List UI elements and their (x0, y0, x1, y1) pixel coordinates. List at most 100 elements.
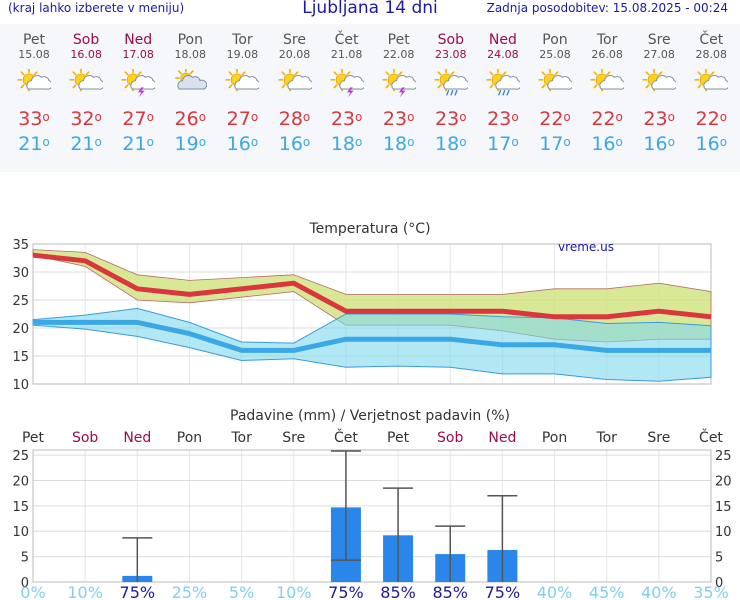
day-name: Pet (22, 32, 46, 48)
probability-label: 10% (276, 583, 312, 600)
last-updated: Zadnja posodobitev: 15.08.2025 - 00:24 (486, 1, 728, 15)
sun-cloud-icon (17, 69, 51, 92)
day-name: Tor (232, 32, 253, 48)
sun-cloud-icon (538, 69, 572, 92)
max-temperature: 23o (435, 108, 467, 130)
sun-cloud-icon (642, 69, 677, 92)
min-temperature: 18o (330, 133, 363, 155)
day-name: Ned (124, 32, 153, 48)
page-title: Ljubljana 14 dni (302, 0, 438, 18)
max-temperature: 27o (226, 108, 259, 130)
y-tick-label: 20 (12, 474, 29, 489)
day-label: Sre (647, 430, 670, 446)
y-tick-label-right: 15 (715, 500, 732, 515)
day-date: 24.08 (487, 48, 519, 61)
probability-label: 40% (641, 583, 677, 600)
day-label: Ned (488, 430, 516, 446)
day-column: Tor 26.08 22o 16o (581, 24, 633, 157)
day-name: Tor (596, 32, 618, 48)
probability-label: 75% (485, 583, 521, 600)
day-label: Sre (282, 430, 305, 446)
day-column: Sre 27.08 23o 16o (633, 24, 685, 157)
rain-sun-icon (486, 69, 520, 96)
probability-label: 75% (328, 583, 364, 600)
day-name: Sre (647, 32, 671, 48)
min-temperature: 17o (487, 133, 519, 155)
day-label: Tor (230, 430, 252, 446)
probability-label: 75% (120, 583, 156, 600)
y-tick-label: 15 (12, 350, 29, 365)
y-tick-label: 25 (12, 294, 29, 309)
min-temperature: 16o (226, 133, 259, 155)
max-temperature-line (32, 252, 712, 320)
probability-label: 10% (67, 583, 103, 600)
day-name: Ned (488, 32, 517, 48)
y-tick-label-right: 20 (715, 474, 732, 489)
precipitation-chart: Padavine (mm) / Verjetnost padavin (%) Pe… (12, 408, 732, 600)
max-temperature: 27o (122, 108, 154, 130)
day-date: 20.08 (278, 48, 311, 61)
day-label: Tor (595, 430, 617, 446)
max-temperature: 33o (18, 108, 50, 130)
min-temperature: 17o (539, 133, 571, 155)
day-name: Pet (387, 32, 410, 48)
location-hint: (kraj lahko izberete v meniju) (8, 1, 185, 15)
probability-label: 25% (172, 583, 208, 600)
day-date: 23.08 (435, 48, 467, 61)
y-tick-label: 20 (12, 322, 29, 337)
rain-sun-icon (434, 69, 468, 96)
watermark: vreme.us (558, 240, 614, 254)
y-tick-label-right: 0 (715, 576, 723, 591)
sun-cloud-icon (694, 69, 729, 92)
day-column: Sre 20.08 28o 16o (269, 24, 321, 157)
max-temperature: 22o (591, 108, 623, 130)
probability-label: 5% (229, 583, 254, 600)
min-uncertainty-band (32, 307, 712, 382)
day-column: Pet 22.08 23o 18o (373, 24, 425, 157)
day-label: Ned (123, 430, 151, 446)
max-temperature: 32o (70, 108, 102, 130)
day-column: Tor 19.08 27o 16o (216, 24, 268, 157)
min-temperature: 21o (18, 133, 50, 155)
min-temperature: 16o (695, 133, 728, 155)
day-column: Ned 17.08 27o 21o (112, 24, 164, 157)
day-date: 26.08 (591, 48, 623, 61)
day-column: Pon 18.08 26o 19o (164, 24, 216, 157)
day-date: 27.08 (643, 48, 675, 61)
day-name: Pon (177, 32, 203, 48)
probability-label: 85% (432, 583, 468, 600)
max-temperature: 23o (382, 108, 415, 130)
day-name: Sre (283, 32, 306, 48)
day-label: Pet (387, 430, 410, 446)
min-temperature: 18o (435, 133, 467, 155)
probability-label: 35% (693, 583, 729, 600)
day-column: Ned 24.08 23o 17o (477, 24, 529, 157)
day-label: Sob (72, 430, 98, 446)
min-temperature: 18o (382, 133, 415, 155)
day-column: Čet 28.08 22o 16o (685, 24, 737, 157)
probability-label: 40% (537, 583, 573, 600)
day-label: Pet (22, 430, 45, 446)
sun-cloud-icon (225, 69, 260, 92)
y-tick-label: 30 (12, 266, 29, 281)
thunderstorm-sun-icon (329, 69, 364, 98)
day-date: 15.08 (18, 48, 50, 61)
day-date: 18.08 (174, 48, 207, 61)
day-column: Pon 25.08 22o 17o (529, 24, 581, 157)
day-column: Sob 16.08 32o 21o (60, 24, 112, 157)
day-label: Čet (699, 428, 723, 446)
probability-label: 85% (380, 583, 416, 600)
min-temperature: 16o (643, 133, 675, 155)
sun-cloud-icon (277, 69, 312, 92)
min-temperature: 16o (278, 133, 311, 155)
thunderstorm-sun-icon (382, 69, 416, 98)
max-temperature: 28o (278, 108, 311, 130)
day-date: 28.08 (695, 48, 728, 61)
min-temperature-line (33, 319, 711, 353)
max-temperature: 22o (695, 108, 728, 130)
day-column: Čet 21.08 23o 18o (321, 24, 373, 157)
header-bar: (kraj lahko izberete v meniju) Ljubljana… (0, 0, 740, 22)
min-temperature: 21o (70, 133, 102, 155)
y-tick-label: 15 (12, 500, 29, 515)
max-temperature: 23o (643, 108, 675, 130)
